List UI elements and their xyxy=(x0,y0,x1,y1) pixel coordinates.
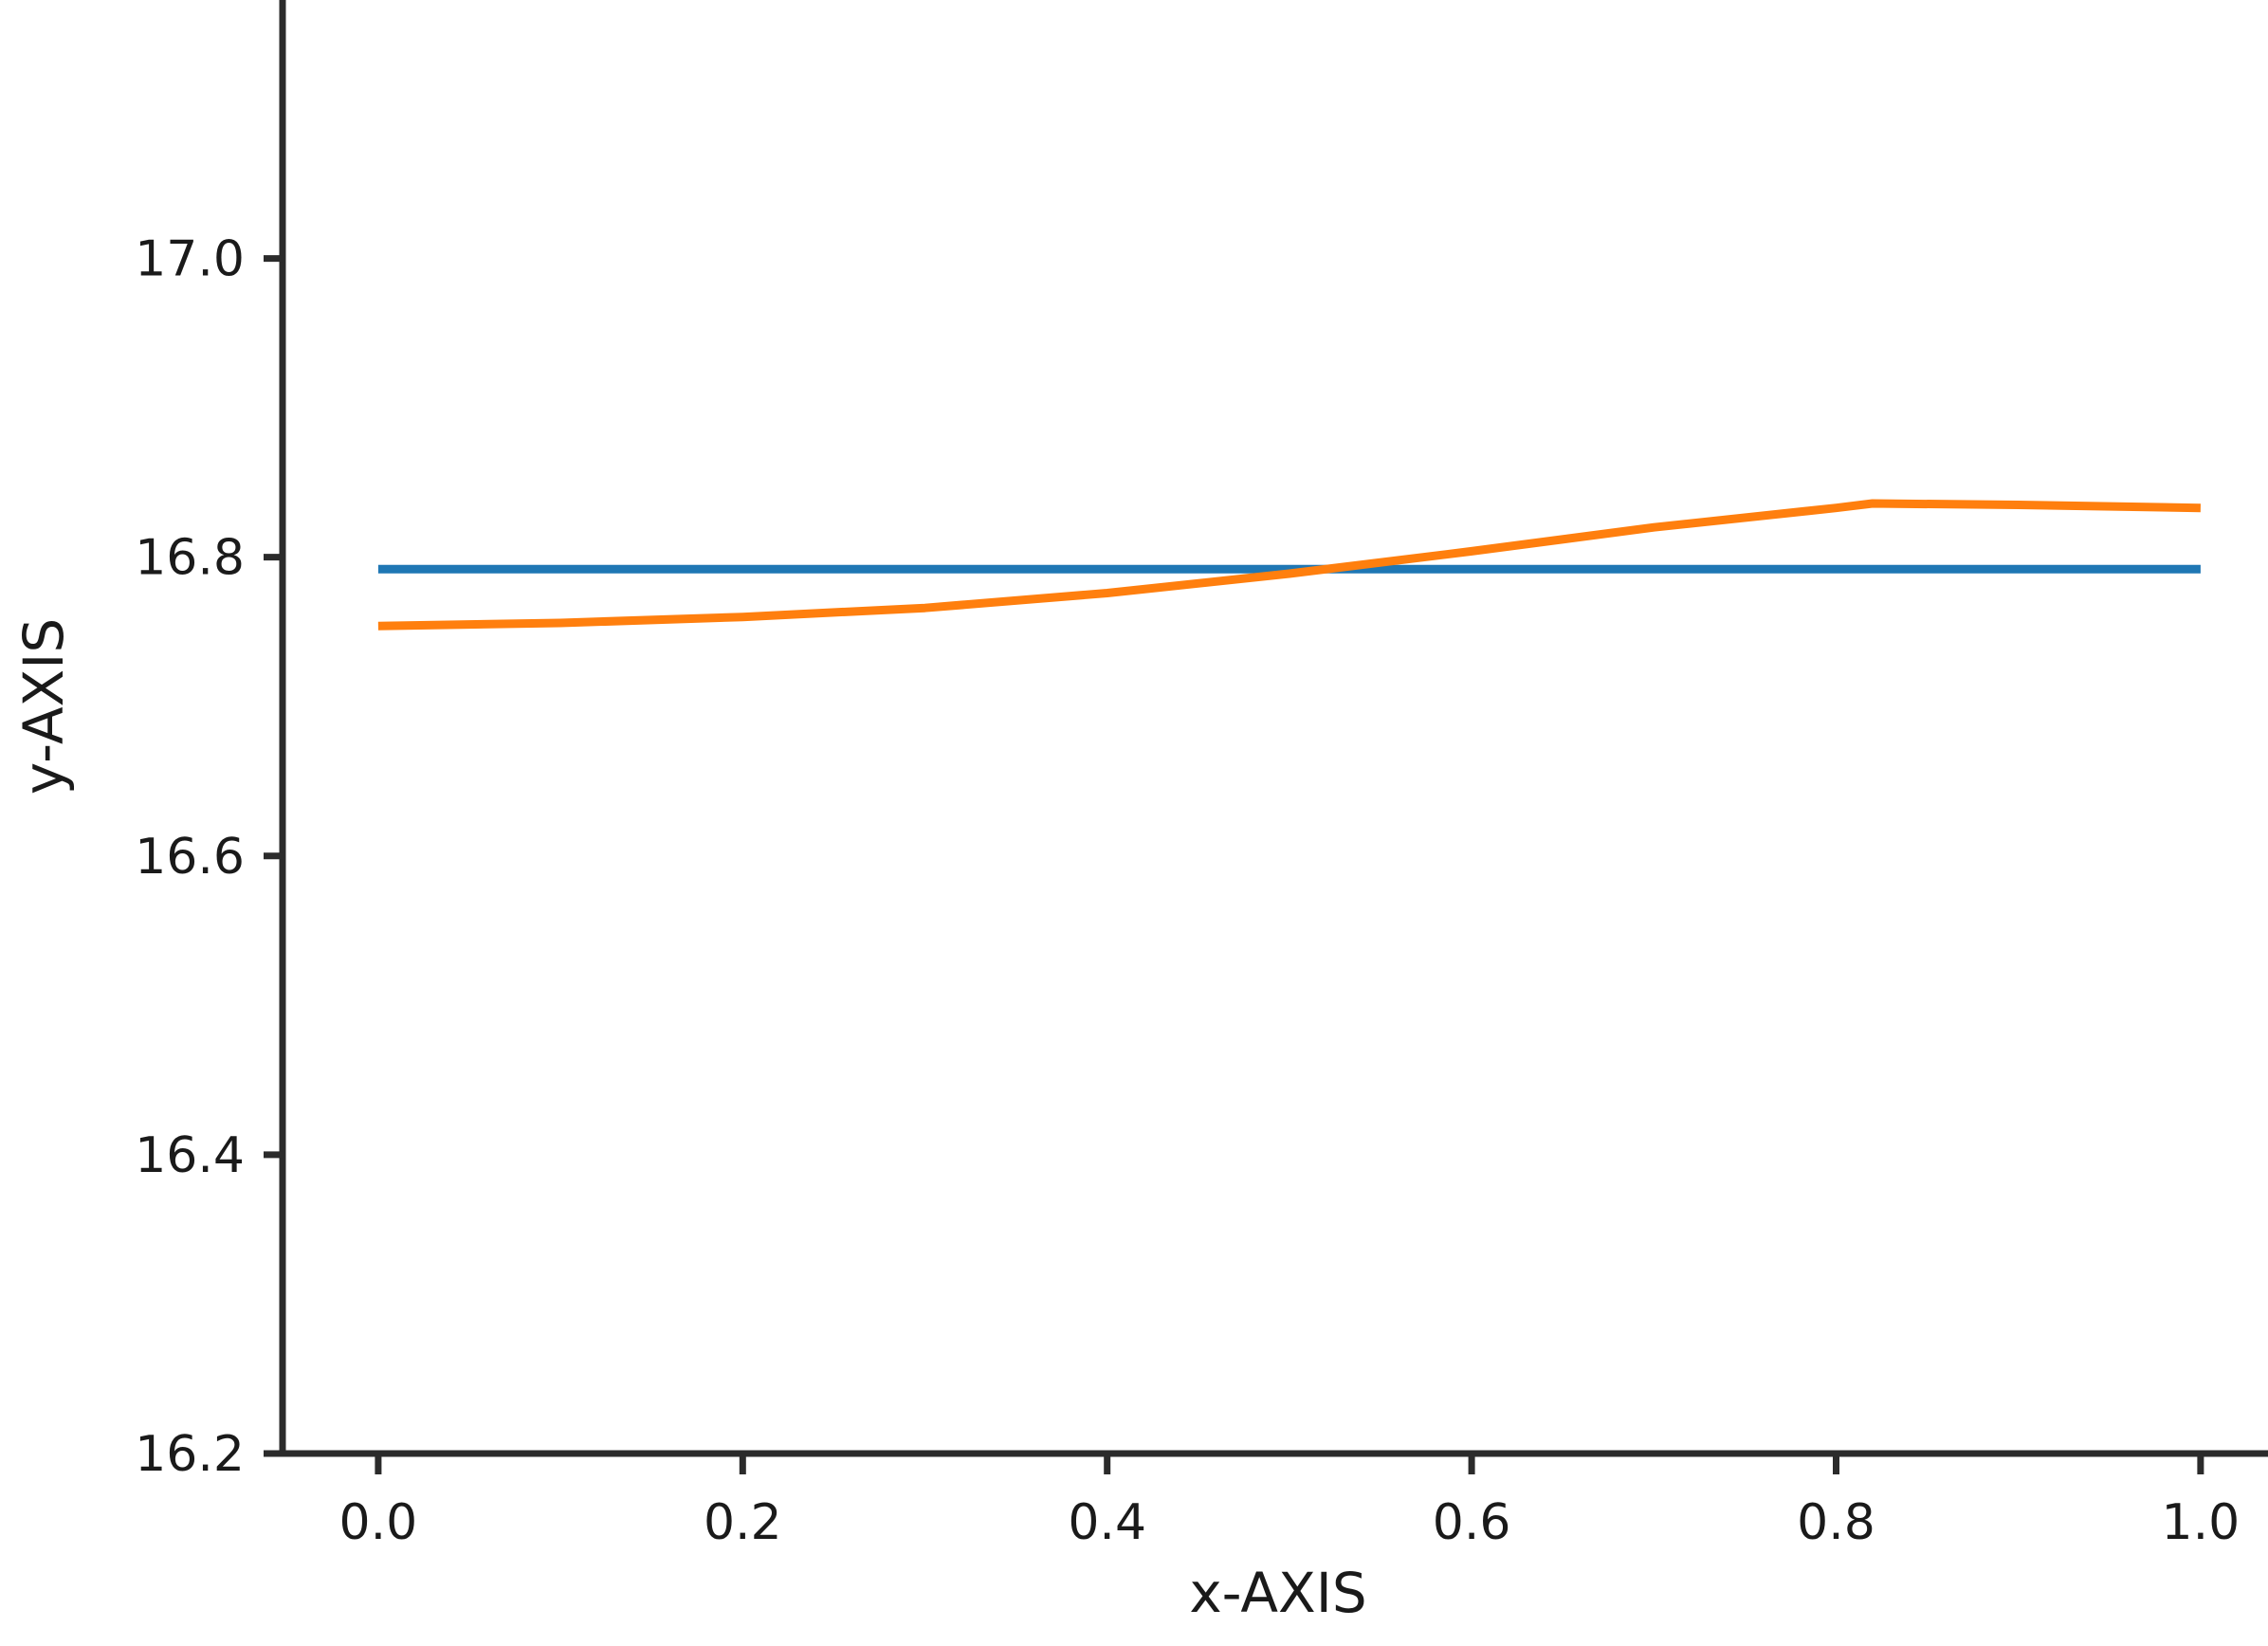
y-tick-label: 16.4 xyxy=(135,1127,245,1184)
y-tick-label: 16.2 xyxy=(135,1426,245,1483)
x-tick-label: 0.8 xyxy=(1797,1494,1875,1551)
y-tick-label: 16.8 xyxy=(135,530,245,587)
y-axis-label: y-AXIS xyxy=(11,618,76,795)
y-axis-ticks: 16.2 16.4 16.6 16.8 17.0 xyxy=(135,231,283,1483)
plot-series xyxy=(377,499,2201,631)
series-curve-line xyxy=(377,499,2201,631)
x-tick-label: 0.0 xyxy=(339,1494,418,1551)
y-tick-label: 17.0 xyxy=(135,231,245,288)
x-tick-label: 1.0 xyxy=(2162,1494,2241,1551)
axes-spines xyxy=(279,0,2268,1457)
x-axis-label: x-AXIS xyxy=(1189,1561,1366,1625)
y-tick-label: 16.6 xyxy=(135,829,245,886)
x-tick-label: 0.2 xyxy=(704,1494,782,1551)
x-tick-label: 0.4 xyxy=(1068,1494,1146,1551)
x-tick-label: 0.6 xyxy=(1433,1494,1511,1551)
x-axis-ticks: 0.0 0.2 0.4 0.6 0.8 1.0 xyxy=(339,1454,2241,1551)
